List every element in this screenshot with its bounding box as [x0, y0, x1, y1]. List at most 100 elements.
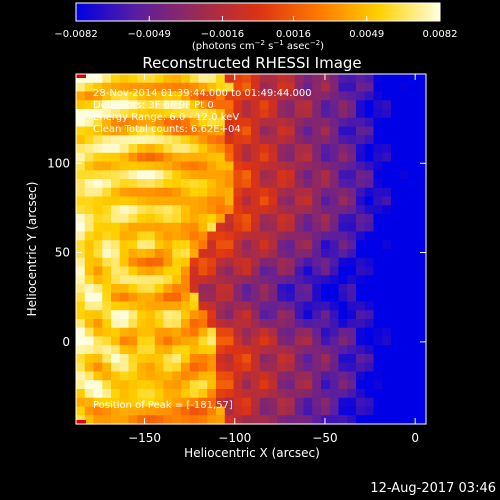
heatmap-cell — [408, 292, 418, 303]
heatmap-cell — [119, 345, 130, 355]
heatmap-cell — [347, 222, 357, 233]
heatmap-cell — [207, 82, 217, 93]
heatmap-cell — [119, 152, 130, 163]
heatmap-cell — [154, 301, 165, 311]
heatmap-cell — [251, 126, 261, 136]
heatmap-cell — [277, 117, 287, 128]
heatmap-cell — [373, 144, 383, 154]
heatmap-cell — [224, 126, 235, 136]
heatmap-cell — [198, 74, 208, 84]
heatmap-cell — [338, 179, 348, 189]
heatmap-cell — [224, 152, 235, 163]
heatmap-cell — [277, 152, 287, 163]
heatmap-cell — [207, 205, 217, 215]
heatmap-cell — [417, 187, 427, 198]
heatmap-cell — [119, 249, 130, 259]
heatmap-cell — [408, 406, 418, 416]
heatmap-cell — [277, 144, 287, 154]
heatmap-cell — [102, 345, 112, 355]
heatmap-cell — [286, 74, 296, 84]
heatmap-cell — [417, 152, 427, 163]
heatmap-cell — [154, 196, 165, 206]
heatmap-cell — [356, 82, 366, 93]
heatmap-cell — [251, 380, 261, 390]
heatmap-cell — [163, 161, 173, 171]
heatmap-cell — [163, 362, 173, 373]
heatmap-cell — [347, 214, 357, 224]
heatmap-cell — [76, 292, 86, 303]
heatmap-cell — [391, 152, 401, 163]
heatmap-cell — [303, 415, 313, 425]
heatmap-cell — [207, 371, 217, 381]
heatmap-cell — [399, 91, 410, 101]
heatmap-cell — [128, 135, 138, 145]
heatmap-cell — [417, 240, 427, 250]
heatmap-cell — [137, 266, 147, 276]
heatmap-cell — [391, 117, 401, 128]
heatmap-cell — [329, 170, 340, 180]
heatmap-cell — [224, 397, 235, 408]
heatmap-cell — [277, 179, 287, 189]
heatmap-cell — [119, 161, 130, 171]
heatmap-cell — [119, 266, 130, 276]
x-tick-label: 0 — [411, 431, 419, 445]
heatmap-cell — [321, 152, 331, 163]
heatmap-cell — [268, 231, 278, 241]
heatmap-cell — [216, 100, 226, 110]
heatmap-cell — [399, 354, 410, 364]
heatmap-cell — [93, 187, 103, 198]
heatmap-cell — [128, 205, 138, 215]
heatmap-cell — [207, 354, 217, 364]
heatmap-cell — [189, 415, 200, 425]
heatmap-cell — [356, 170, 366, 180]
heatmap-cell — [268, 222, 278, 233]
heatmap-cell — [224, 406, 235, 416]
heatmap-cell — [181, 231, 191, 241]
heatmap-cell — [242, 135, 252, 145]
heatmap-cell — [321, 126, 331, 136]
heatmap-cell — [391, 327, 401, 338]
heatmap-cell — [84, 152, 95, 163]
heatmap-cell — [111, 205, 121, 215]
heatmap-cell — [189, 109, 200, 119]
heatmap-cell — [408, 170, 418, 180]
heatmap-cell — [84, 397, 95, 408]
heatmap-cell — [172, 161, 182, 171]
heatmap-cell — [172, 214, 182, 224]
heatmap-cell — [338, 310, 348, 320]
heatmap-cell — [102, 327, 112, 338]
heatmap-cell — [399, 144, 410, 154]
heatmap-cell — [408, 301, 418, 311]
heatmap-cell — [198, 380, 208, 390]
heatmap-cell — [224, 389, 235, 399]
heatmap-cell — [163, 91, 173, 101]
colorbar-tick-label: 0.0082 — [423, 29, 458, 40]
heatmap-cell — [233, 196, 243, 206]
heatmap-cell — [216, 257, 226, 268]
heatmap-cell — [347, 362, 357, 373]
heatmap-cell — [216, 327, 226, 338]
heatmap-cell — [364, 117, 375, 128]
heatmap-cell — [224, 310, 235, 320]
heatmap-cell — [312, 301, 322, 311]
heatmap-cell — [399, 415, 410, 425]
heatmap-cell — [364, 389, 375, 399]
heatmap-cell — [338, 117, 348, 128]
heatmap-cell — [356, 389, 366, 399]
heatmap-cell — [408, 144, 418, 154]
heatmap-cell — [356, 406, 366, 416]
chart-title: Reconstructed RHESSI Image — [142, 54, 361, 72]
heatmap-cell — [172, 179, 182, 189]
heatmap-cell — [233, 74, 243, 84]
heatmap-cell — [251, 240, 261, 250]
heatmap-cell — [242, 354, 252, 364]
heatmap-cell — [391, 415, 401, 425]
heatmap-cell — [303, 152, 313, 163]
heatmap-cell — [408, 266, 418, 276]
heatmap-cell — [329, 152, 340, 163]
heatmap-cell — [259, 117, 270, 128]
heatmap-cell — [259, 74, 270, 84]
heatmap-cell — [391, 257, 401, 268]
heatmap-cell — [76, 327, 86, 338]
heatmap-cell — [286, 109, 296, 119]
